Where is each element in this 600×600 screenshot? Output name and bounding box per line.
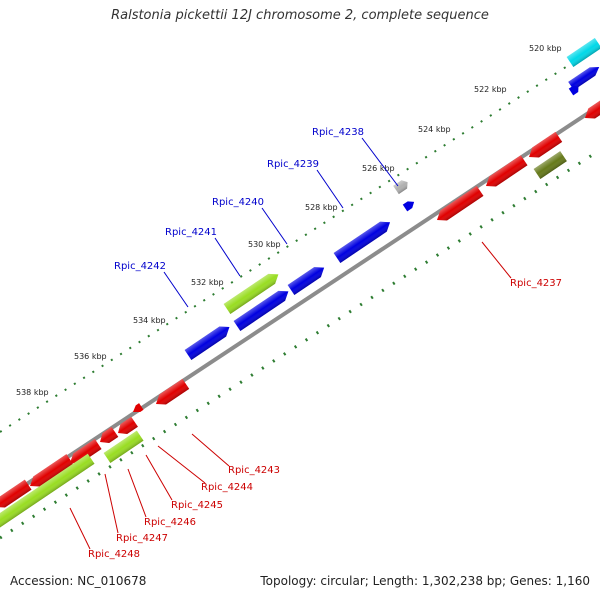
gene-label-rpic-4242[interactable]: Rpic_4242 — [114, 261, 166, 272]
gene-label-rpic-4237[interactable]: Rpic_4237 — [510, 278, 562, 289]
inner-tick-track — [0, 148, 600, 540]
outer-tick-track — [0, 44, 600, 433]
gene-arrow[interactable] — [483, 155, 528, 191]
gene-label-rpic-4240[interactable]: Rpic_4240 — [212, 197, 264, 208]
scale-label: 524 kbp — [418, 125, 451, 134]
gene-label-rpic-4238[interactable]: Rpic_4238 — [312, 127, 364, 138]
gene-arrow[interactable] — [27, 454, 74, 491]
gene-arrow[interactable] — [287, 263, 328, 295]
gene-arrow[interactable] — [153, 378, 190, 409]
genome-summary-text: Topology: circular; Length: 1,302,238 bp… — [260, 574, 590, 588]
gene-arrow[interactable] — [566, 38, 600, 67]
forward-gene-labels: Rpic_4238 Rpic_4239 Rpic_4240 Rpic_4241 … — [114, 127, 364, 272]
scale-label: 536 kbp — [74, 352, 107, 361]
gene-label-rpic-4243[interactable]: Rpic_4243 — [228, 465, 280, 476]
scale-label: 534 kbp — [133, 316, 166, 325]
gene-arrow[interactable] — [97, 426, 119, 447]
scale-label: 526 kbp — [362, 164, 395, 173]
reverse-strand-genes — [0, 96, 600, 532]
gene-arrow[interactable] — [223, 269, 282, 314]
gene-arrow[interactable] — [333, 217, 394, 263]
gene-label-rpic-4239[interactable]: Rpic_4239 — [267, 159, 319, 170]
reverse-label-leaders — [69, 241, 512, 550]
scale-label: 528 kbp — [305, 203, 338, 212]
scale-labels: 520 kbp 522 kbp 524 kbp 526 kbp 528 kbp … — [16, 44, 562, 397]
gene-arrow[interactable] — [568, 84, 581, 96]
accession-text: Accession: NC_010678 — [10, 574, 147, 588]
gene-arrow[interactable] — [434, 185, 484, 225]
gene-arrow[interactable] — [115, 416, 138, 438]
gene-arrow[interactable] — [393, 178, 410, 195]
gene-arrow[interactable] — [0, 453, 95, 532]
scale-label: 538 kbp — [16, 388, 49, 397]
gene-arrow[interactable] — [533, 151, 567, 179]
map-title: Ralstonia pickettii 12J chromosome 2, co… — [111, 8, 489, 23]
reverse-gene-labels: Rpic_4237 Rpic_4243 Rpic_4244 Rpic_4245 … — [88, 278, 562, 560]
gene-label-rpic-4244[interactable]: Rpic_4244 — [201, 482, 253, 493]
gene-arrow[interactable] — [67, 439, 102, 468]
gene-arrow[interactable] — [103, 430, 144, 463]
scale-label: 520 kbp — [529, 44, 562, 53]
gene-label-rpic-4245[interactable]: Rpic_4245 — [171, 500, 223, 511]
scale-label: 522 kbp — [474, 85, 507, 94]
gene-arrow[interactable] — [582, 96, 600, 123]
gene-arrow[interactable] — [233, 286, 292, 331]
gene-arrow[interactable] — [0, 479, 32, 512]
gene-label-rpic-4246[interactable]: Rpic_4246 — [144, 517, 196, 528]
gene-arrow[interactable] — [526, 131, 563, 162]
gene-label-rpic-4247[interactable]: Rpic_4247 — [116, 533, 168, 544]
gene-arrow[interactable] — [131, 403, 144, 415]
gene-arrow[interactable] — [568, 63, 600, 91]
gene-label-rpic-4241[interactable]: Rpic_4241 — [165, 227, 217, 238]
forward-label-leaders — [163, 137, 399, 308]
scale-label: 530 kbp — [248, 240, 281, 249]
gene-label-rpic-4248[interactable]: Rpic_4248 — [88, 549, 140, 560]
forward-strand-genes — [184, 38, 600, 360]
gene-arrow[interactable] — [402, 199, 417, 212]
gene-arrow[interactable] — [184, 322, 233, 360]
scale-label: 532 kbp — [191, 278, 224, 287]
